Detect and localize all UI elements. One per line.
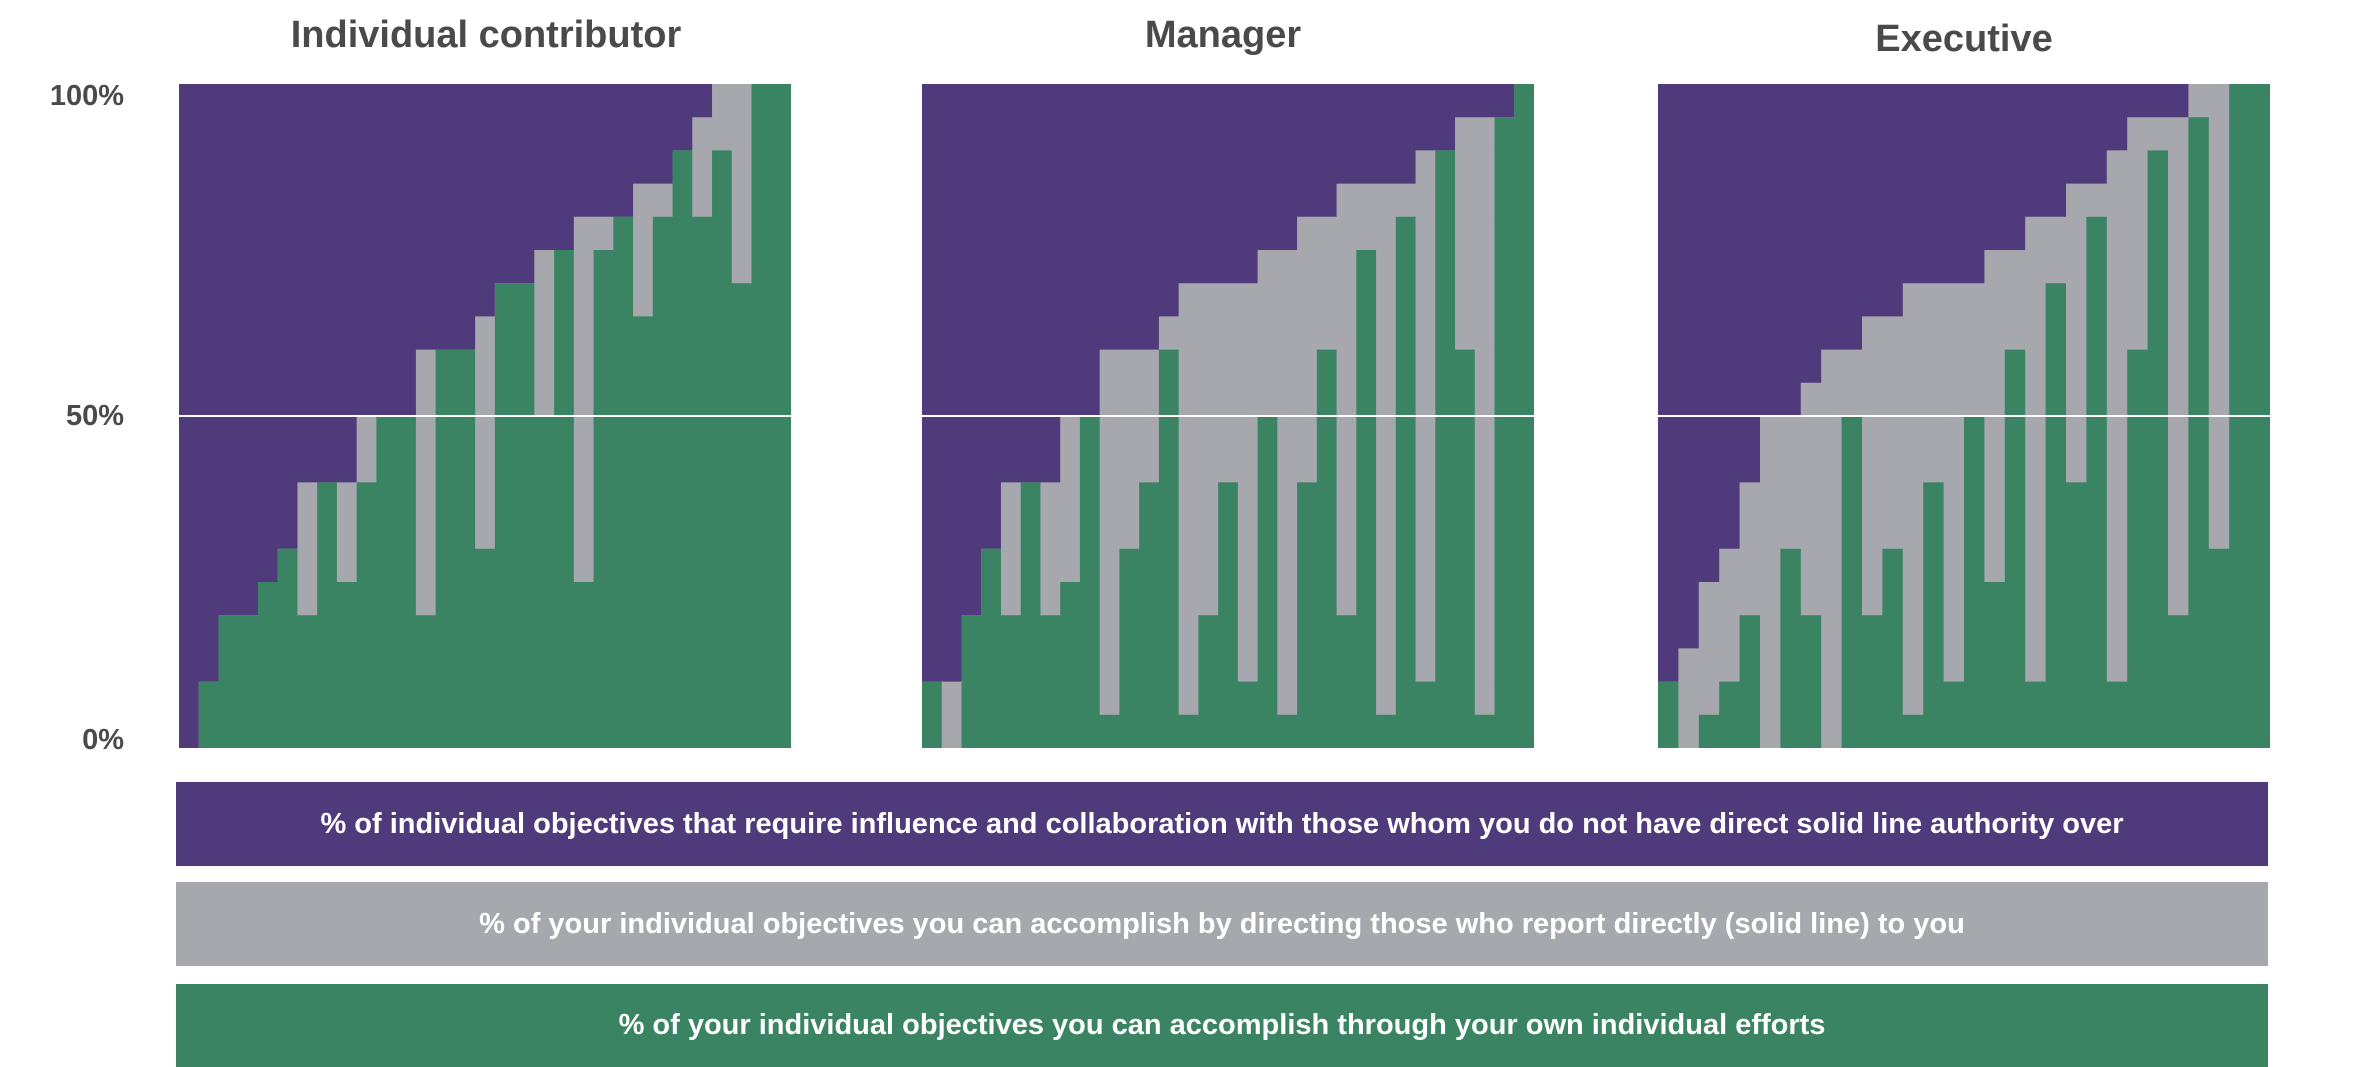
legend-own-efforts-label: % of your individual objectives you can …: [618, 1009, 1826, 1041]
y-tick-0: 0%: [82, 724, 124, 756]
area-own-efforts-manager: [922, 84, 1534, 748]
legend-influence-label: % of individual objectives that require …: [320, 807, 2124, 840]
chart-panel-manager: [922, 84, 1534, 748]
chart-panel-individual-contributor: [179, 84, 791, 748]
panel-title-individual-contributor: Individual contributor: [290, 14, 682, 56]
chart-individual-contributor: [179, 84, 791, 748]
legend-direct-reports: % of your individual objectives you can …: [176, 882, 2268, 966]
legend-direct-reports-label: % of your individual objectives you can …: [479, 907, 1965, 940]
panel-title-manager: Manager: [1144, 14, 1302, 56]
chart-executive: [1658, 84, 2270, 748]
area-own-efforts-individual-contributor: [179, 84, 791, 748]
chart-panel-executive: [1658, 84, 2270, 748]
y-tick-100: 100%: [49, 80, 124, 112]
y-tick-50: 50%: [65, 400, 124, 432]
legend-influence: % of individual objectives that require …: [176, 782, 2268, 866]
panel-title-executive: Executive: [1875, 18, 2053, 60]
chart-manager: [922, 84, 1534, 748]
legend-own-efforts: % of your individual objectives you can …: [176, 984, 2268, 1067]
